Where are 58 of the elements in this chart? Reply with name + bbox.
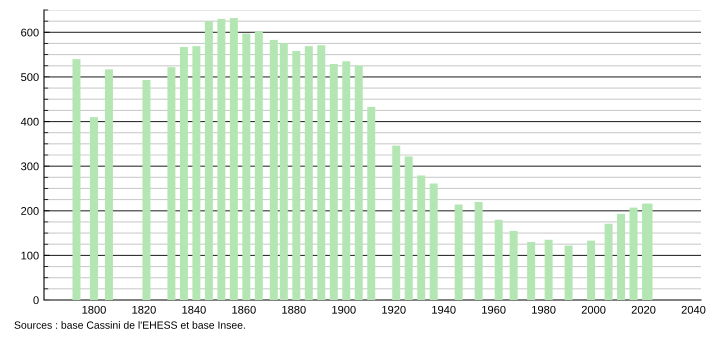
y-tick-label: 0	[33, 296, 39, 304]
bar	[494, 220, 503, 300]
bar	[474, 202, 483, 300]
y-tick-label: 400	[20, 118, 39, 126]
bar	[317, 45, 326, 300]
y-tick-label: 100	[21, 252, 39, 260]
y-tick-label: 600	[21, 28, 39, 36]
bar	[72, 59, 80, 300]
bar	[630, 208, 638, 300]
bar	[90, 117, 98, 300]
bar	[254, 30, 263, 300]
x-tick-label: 2000	[582, 306, 606, 314]
bar	[454, 204, 463, 300]
bar	[142, 80, 150, 300]
bar	[617, 214, 626, 300]
bar	[242, 34, 250, 300]
x-tick-label: 1940	[432, 306, 456, 314]
x-tick-label: 1800	[82, 306, 106, 314]
x-tick-label: 1980	[532, 306, 556, 314]
y-tick-label: 300	[21, 162, 39, 170]
bar	[404, 156, 413, 300]
bar	[104, 69, 113, 300]
bar	[342, 61, 350, 300]
x-tick-label: 1920	[382, 306, 406, 314]
x-tick-label: 1860	[232, 306, 256, 314]
bar	[367, 106, 376, 300]
y-tick-label: 200	[21, 207, 39, 215]
bar	[167, 67, 176, 300]
bar	[217, 18, 226, 300]
bar	[230, 18, 238, 300]
x-tick-label: 1960	[482, 306, 506, 314]
bar	[510, 230, 518, 300]
bar	[392, 146, 400, 300]
bar	[644, 204, 653, 300]
bar	[204, 21, 213, 300]
bar	[587, 240, 596, 300]
x-tick-label: 2020	[632, 306, 656, 314]
x-tick-label: 1840	[182, 306, 206, 314]
bar	[544, 240, 553, 300]
bar	[564, 246, 573, 300]
bar	[527, 242, 536, 300]
x-tick-label: 1820	[132, 306, 156, 314]
bar	[304, 46, 313, 300]
bar	[354, 65, 363, 300]
y-tick-label: 500	[21, 73, 39, 82]
x-tick-label: 2040	[682, 306, 706, 314]
bar	[180, 47, 188, 300]
source-note: Sources : base Cassini de l'EHESS et base Insee.	[14, 321, 245, 329]
bar	[292, 51, 300, 300]
bar	[604, 224, 613, 300]
x-tick-label: 1900	[332, 306, 356, 314]
bar	[430, 184, 438, 300]
bar	[192, 46, 200, 300]
bar	[270, 40, 278, 300]
bar	[330, 64, 338, 300]
bar	[280, 43, 288, 300]
bar	[417, 176, 426, 300]
x-tick-label: 1880	[282, 306, 306, 314]
